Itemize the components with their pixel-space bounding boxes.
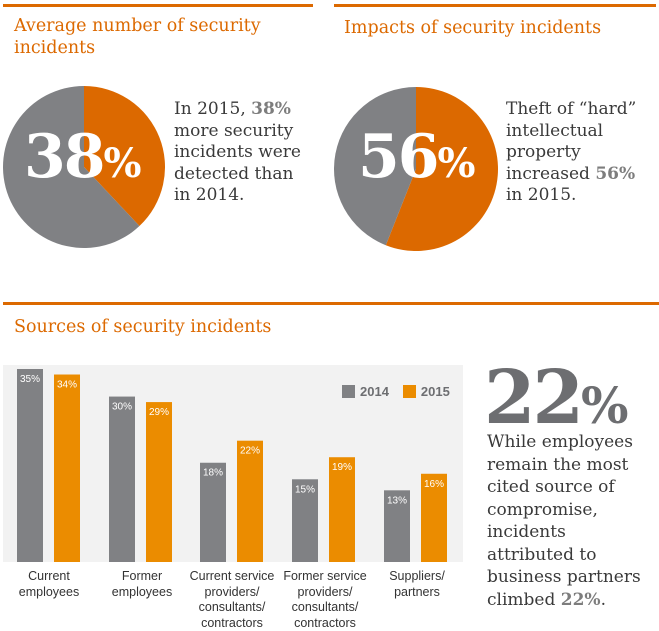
blurb-text: . — [601, 590, 606, 610]
category-label-line: consultants/ — [275, 600, 375, 616]
panel3-big-stat: 22% — [484, 355, 629, 441]
bar-2015-0 — [54, 375, 80, 562]
bar-value-label-2015-0: 34% — [57, 380, 77, 391]
category-label-line: contractors — [182, 616, 282, 631]
bar-value-label-2015-4: 16% — [424, 479, 444, 490]
panel3-stat-percent: % — [581, 376, 629, 435]
category-label-line: employees — [92, 585, 192, 601]
category-label-line: Current service — [182, 569, 282, 585]
category-label-line: providers/ — [275, 585, 375, 601]
category-label-line: Current — [0, 569, 99, 585]
category-label-line: employees — [0, 585, 99, 601]
bar-value-label-2014-3: 15% — [295, 484, 315, 495]
category-label-line: Former — [92, 569, 192, 585]
bar-value-label-2014-2: 18% — [203, 468, 223, 479]
panel3-blurb: While employees remain the most cited so… — [487, 431, 657, 611]
blurb-text: While employees remain the most cited so… — [487, 432, 641, 610]
bar-value-label-2014-1: 30% — [112, 402, 132, 413]
category-label-line: providers/ — [182, 585, 282, 601]
bar-2015-1 — [146, 402, 172, 562]
bar-value-label-2015-3: 19% — [332, 462, 352, 473]
bar-value-label-2015-1: 29% — [149, 407, 169, 418]
bar-2014-0 — [17, 369, 43, 562]
category-label: Suppliers/partners — [367, 569, 467, 600]
category-label-line: consultants/ — [182, 600, 282, 616]
category-label-line: Suppliers/ — [367, 569, 467, 585]
category-label-line: contractors — [275, 616, 375, 631]
bar-value-label-2014-4: 13% — [387, 495, 407, 506]
bar-2014-1 — [109, 397, 135, 562]
bar-value-label-2014-0: 35% — [20, 374, 40, 385]
bar-2015-2 — [237, 441, 263, 562]
blurb-highlight: 22% — [561, 590, 601, 610]
panel3-stat-number: 22 — [484, 355, 581, 441]
bar-value-label-2015-2: 22% — [240, 446, 260, 457]
category-label-line: partners — [367, 585, 467, 601]
category-label-line: Former service — [275, 569, 375, 585]
